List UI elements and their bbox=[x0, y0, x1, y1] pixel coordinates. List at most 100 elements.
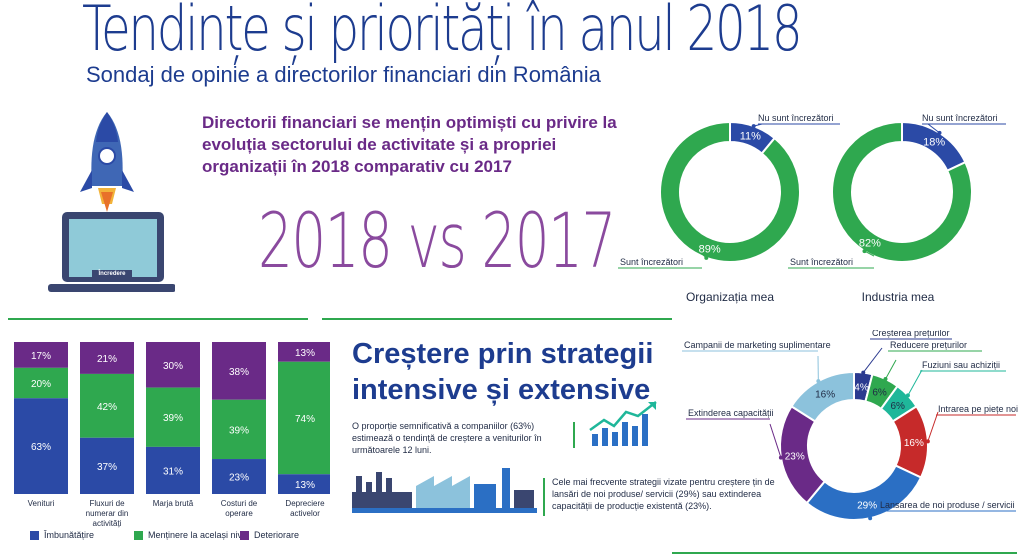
donut-caption-industria: Industria mea bbox=[861, 290, 935, 304]
bar-value-label: 23% bbox=[229, 473, 249, 484]
leader-dot bbox=[751, 124, 756, 129]
bar-segment-deteriorare bbox=[14, 342, 68, 368]
legend-item-deteriorare: Deteriorare bbox=[240, 530, 299, 540]
leader-dot bbox=[925, 439, 930, 444]
legend-item-imbunatatire: Îmbunătățire bbox=[30, 530, 94, 540]
leader-dot bbox=[937, 130, 942, 135]
donut-category-label: Reducere prețurilor bbox=[890, 340, 967, 350]
bar-category-label: Fluxuri de bbox=[89, 499, 125, 508]
donut-category-label: Lansarea de noi produse / servicii bbox=[880, 500, 1015, 510]
divider-stat bbox=[573, 422, 575, 448]
leader-line bbox=[927, 411, 939, 442]
bar-value-label: 63% bbox=[31, 442, 51, 453]
donut-category-label: Sunt încrezători bbox=[620, 257, 683, 267]
divider-middle bbox=[322, 318, 672, 320]
leader-line bbox=[869, 505, 879, 519]
leader-line bbox=[769, 423, 782, 458]
bar-segment-imbunatatire bbox=[80, 437, 134, 494]
donut-slice-sunt-increzatori bbox=[659, 120, 801, 263]
donut-value-label: 23% bbox=[785, 451, 805, 462]
leader-dot bbox=[861, 370, 866, 375]
bar-segment-deteriorare bbox=[212, 342, 266, 400]
bar-value-label: 39% bbox=[163, 413, 183, 424]
strategy-text: Cele mai frecvente strategii vizate pent… bbox=[552, 477, 775, 511]
donut-value-label: 16% bbox=[904, 438, 924, 449]
page-subtitle: Sondaj de opinie a directorilor financia… bbox=[86, 62, 601, 87]
bar-category-label: operaționale bbox=[85, 529, 130, 530]
bar-value-label: 38% bbox=[229, 367, 249, 378]
donut-slice-campanii-de-marketing-suplimentare bbox=[790, 370, 855, 423]
confidence-donuts: 11% Nu sunt încrezători 89% Sunt încrezător… bbox=[618, 113, 1006, 269]
legend-swatch-green bbox=[134, 530, 143, 540]
donut-slice-sunt-increzatori bbox=[831, 120, 973, 263]
divider-left bbox=[8, 318, 308, 320]
donut-caption-organizatia: Organizația mea bbox=[685, 290, 775, 304]
divider-bottom-right bbox=[672, 552, 1017, 554]
bar-segment-mentinere-la-acelasi-nivel bbox=[278, 361, 330, 475]
bar-segment-imbunatatire bbox=[146, 446, 200, 494]
rocket-icon bbox=[80, 112, 134, 212]
bar-legend: Îmbunătățire Menținere la același nivel … bbox=[8, 530, 328, 546]
donut-category-label: Extinderea capacității bbox=[688, 408, 774, 418]
donut-value-label: 6% bbox=[891, 401, 906, 412]
bar-value-label: 20% bbox=[31, 379, 51, 390]
laptop-label: Încredere bbox=[98, 271, 126, 277]
donut-category-label: Sunt încrezători bbox=[790, 257, 853, 267]
donut-category-label: Creșterea prețurilor bbox=[872, 330, 950, 338]
bar-segment-imbunatatire bbox=[212, 459, 266, 494]
intro-lead-text: Directorii financiari se mențin optimișt… bbox=[202, 113, 617, 176]
bar-category-label: activelor bbox=[290, 509, 320, 518]
bar-category-label: activități bbox=[93, 519, 122, 528]
bar-segment-imbunatatire bbox=[278, 474, 330, 494]
donut-value-label: 89% bbox=[699, 243, 721, 255]
donut-value-label: 18% bbox=[923, 136, 945, 148]
stacked-bar-chart: 17% 20% 63% 21% 42% 37% 30% 39% 31% 38% 39% 23% 13% 7… bbox=[14, 342, 330, 530]
bar-value-label: 13% bbox=[295, 348, 315, 359]
donut-strategies: 4% Creșterea prețurilor 6% Reducere prețuri… bbox=[682, 330, 1018, 521]
leader-line bbox=[907, 369, 923, 396]
donut-value-label: 6% bbox=[872, 388, 887, 399]
leader-line bbox=[885, 359, 897, 380]
bar-segment-deteriorare bbox=[278, 342, 330, 362]
bar-value-label: 17% bbox=[31, 351, 51, 362]
bar-value-label: 21% bbox=[97, 354, 117, 365]
legend-label: Menținere la același nivel bbox=[148, 530, 250, 540]
legend-item-mentinere: Menținere la același nivel bbox=[134, 530, 249, 540]
leader-line bbox=[927, 123, 940, 134]
legend-swatch-purple bbox=[240, 530, 249, 540]
donut-organizatia: 11% Nu sunt încrezători 89% Sunt încrezător… bbox=[618, 113, 840, 269]
bar-category-label: numerar din bbox=[86, 509, 129, 518]
growth-stat-text: O proporție semnificativă a companiilor … bbox=[352, 421, 542, 455]
laptop-icon bbox=[48, 212, 175, 292]
donut-category-label: Campanii de marketing suplimentare bbox=[684, 340, 831, 350]
bar-category-label: Venituri bbox=[28, 499, 55, 508]
donut-value-label: 82% bbox=[859, 238, 881, 250]
growth-chart-icon bbox=[589, 401, 657, 446]
page-title: Tendințe și priorități în anul 2018 bbox=[82, 0, 803, 65]
donut-value-label: 16% bbox=[815, 389, 835, 400]
legend-label: Deteriorare bbox=[254, 530, 300, 540]
bar-value-label: 37% bbox=[97, 462, 117, 473]
leader-dot bbox=[883, 377, 888, 382]
leader-dot bbox=[816, 379, 821, 384]
leader-dot bbox=[862, 249, 867, 254]
bar-category-label: Marja brută bbox=[153, 499, 194, 508]
legend-label: Îmbunătățire bbox=[44, 530, 95, 540]
factory-icon bbox=[352, 468, 537, 513]
bar-segment-mentinere-la-acelasi-nivel bbox=[80, 373, 134, 438]
growth-heading: Creștere prin strategii intensive și ext… bbox=[352, 338, 654, 406]
donut-category-label: Nu sunt încrezători bbox=[922, 113, 998, 123]
leader-line bbox=[862, 347, 883, 373]
bar-segment-imbunatatire bbox=[14, 398, 68, 494]
divider-strategy bbox=[543, 478, 545, 516]
bar-category-label: operare bbox=[225, 509, 253, 518]
bar-segment-deteriorare bbox=[146, 342, 200, 388]
bar-segment-deteriorare bbox=[80, 342, 134, 374]
year-comparison-label: 2018 vs 2017 bbox=[258, 196, 616, 285]
strategy-donut-chart: 4% Creșterea prețurilor 6% Reducere prețuri… bbox=[682, 330, 1018, 521]
bar-value-label: 42% bbox=[97, 402, 117, 413]
donut-slice-lansarea-de-noi-produse-servicii bbox=[805, 464, 923, 521]
bar-value-label: 39% bbox=[229, 425, 249, 436]
bar-value-label: 74% bbox=[295, 414, 315, 425]
